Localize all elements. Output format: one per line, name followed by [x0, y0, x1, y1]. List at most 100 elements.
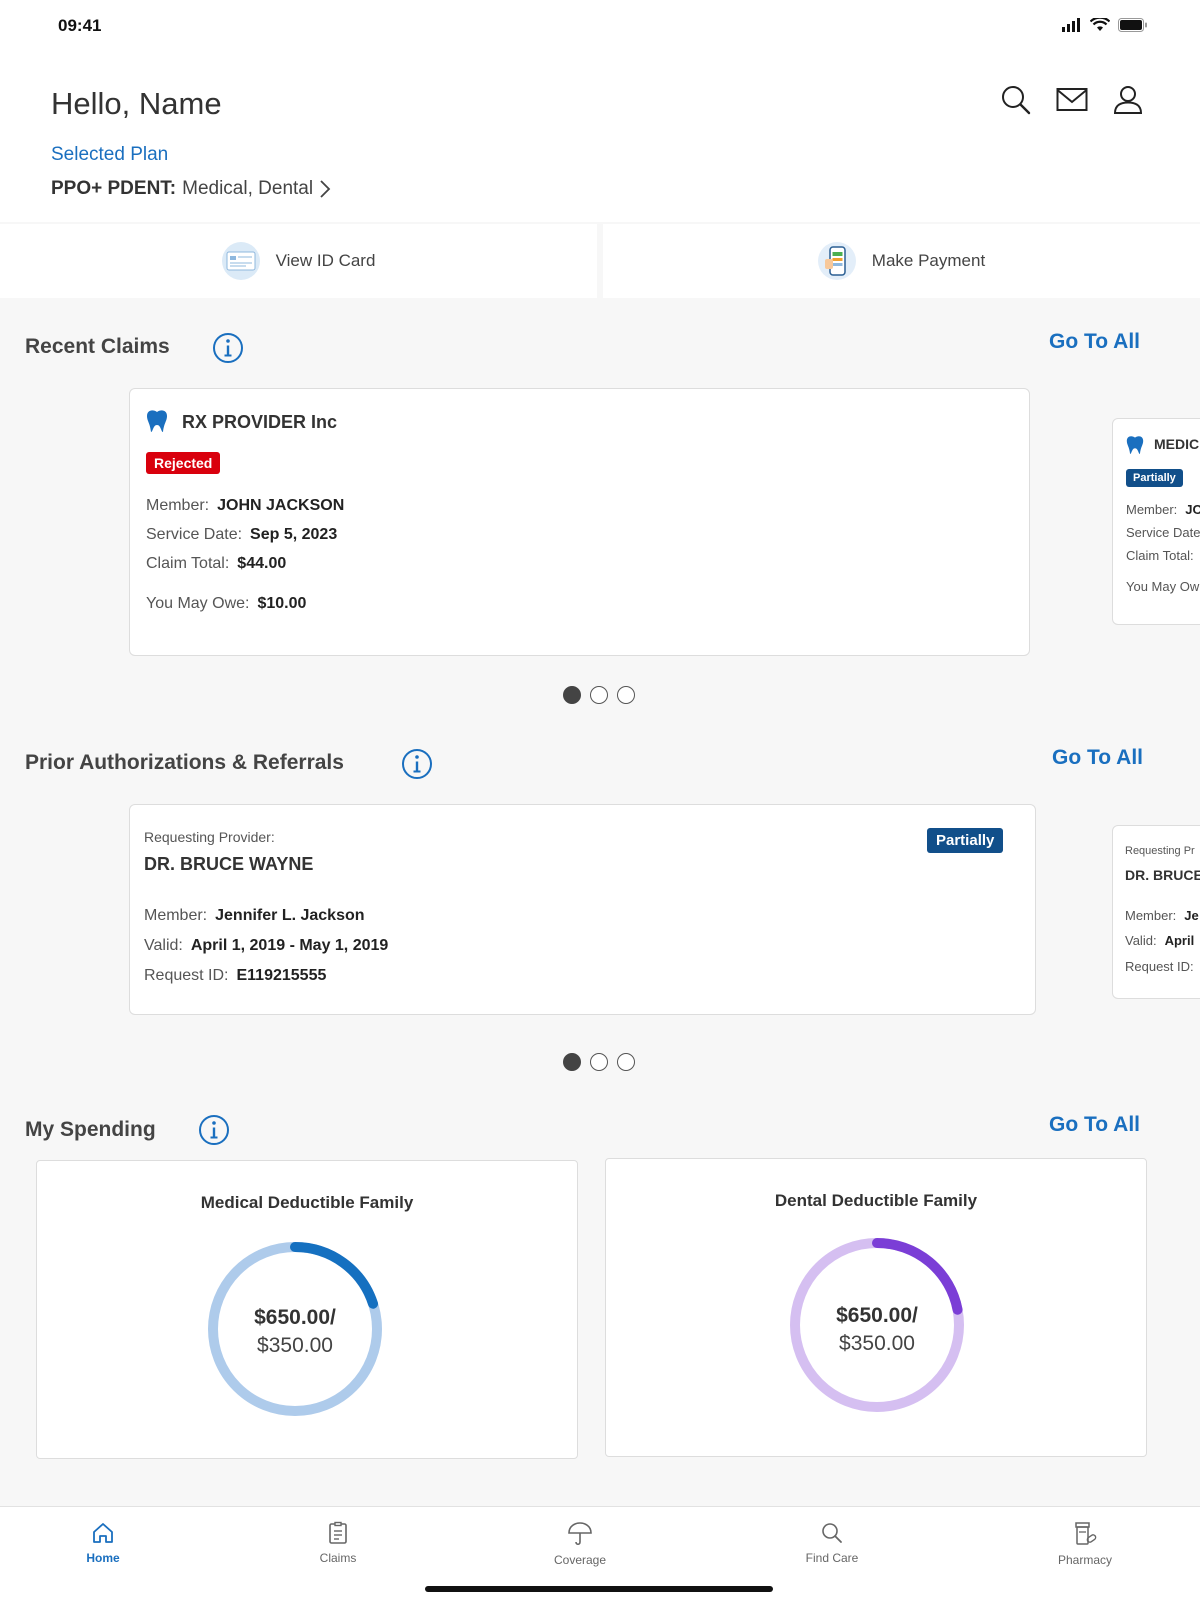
claims-go-to-all-link[interactable]: Go To All — [1049, 330, 1140, 353]
my-spending-info-icon[interactable] — [198, 1114, 230, 1146]
view-id-card-label: View ID Card — [275, 251, 376, 270]
donut-progress — [208, 1242, 382, 1416]
pagination-dot-2[interactable] — [590, 1053, 608, 1071]
tab-pharmacy-label: Pharmacy — [1057, 1553, 1113, 1567]
payment-phone-icon — [817, 242, 856, 280]
mail-icon[interactable] — [1056, 84, 1088, 116]
prior-auth-card[interactable]: Requesting Provider: DR. BRUCE WAYNE Par… — [129, 804, 1036, 1015]
claim-card[interactable]: RX PROVIDER Inc Rejected Member: JOHN JAC… — [129, 388, 1030, 656]
status-badge-partially: Partially — [927, 828, 1004, 853]
peek-req-label: Requesting Pr — [1125, 845, 1195, 857]
header-icons — [1000, 84, 1144, 116]
peek-claim-provider: MEDIC — [1154, 436, 1200, 452]
claim-total-row: Claim Total: $44.00 — [146, 555, 286, 573]
member-label: Member: — [144, 907, 208, 924]
claim-provider: RX PROVIDER Inc — [182, 412, 338, 432]
member-label: Member: — [1126, 502, 1178, 517]
pill-bottle-icon — [1075, 1522, 1097, 1545]
claim-owe-row: You May Owe: $10.00 — [146, 595, 306, 613]
pagination-dot-3[interactable] — [617, 1053, 635, 1071]
dental-total: $350.00 — [839, 1332, 915, 1355]
member-value: JOHN JACKSON — [217, 497, 345, 514]
id-card-icon — [221, 242, 260, 280]
pagination-dot-2[interactable] — [590, 686, 608, 704]
owe-label: You May Owe: — [146, 595, 250, 612]
tab-claims-label: Claims — [319, 1551, 357, 1565]
auth-provider-name: DR. BRUCE WAYNE — [144, 854, 314, 874]
service-date-label: Service Date: — [146, 526, 243, 543]
tab-claims[interactable]: Claims — [278, 1521, 398, 1565]
quick-actions: View ID Card Make Payment — [0, 224, 1200, 298]
prior-auth-title: Prior Authorizations & Referrals — [25, 751, 344, 774]
plan-coverage: Medical, Dental — [182, 178, 314, 199]
peek-request-id-label: Request ID: — [1125, 959, 1194, 974]
search-icon — [822, 1523, 842, 1543]
pagination-dot-1[interactable] — [563, 1053, 581, 1071]
peek-member-row: Member: Je — [1125, 908, 1199, 923]
valid-value: April — [1164, 933, 1195, 948]
peek-valid-row: Valid: April — [1125, 933, 1194, 948]
claim-member-row: Member: JOHN JACKSON — [146, 497, 344, 515]
request-id-label: Request ID: — [144, 967, 229, 984]
status-bar: 09:41 — [0, 0, 1200, 56]
claims-pagination — [563, 686, 635, 704]
header: Hello, Name Selected Plan PPO+ PDENT: Me… — [0, 56, 1200, 222]
pagination-dot-3[interactable] — [617, 686, 635, 704]
member-label: Member: — [146, 497, 210, 514]
auth-go-to-all-link[interactable]: Go To All — [1052, 746, 1143, 769]
prior-auth-card-peek[interactable]: Requesting Pr DR. BRUCE Member: Je Valid:… — [1112, 825, 1200, 999]
tab-find-care[interactable]: Find Care — [772, 1521, 892, 1565]
auth-member-row: Member: Jennifer L. Jackson — [144, 907, 365, 925]
donut-progress — [790, 1238, 964, 1412]
prior-auth-info-icon[interactable] — [401, 748, 433, 780]
battery-icon — [1118, 18, 1147, 32]
dental-donut-text: $650.00/ $350.00 — [777, 1304, 977, 1356]
peek-owe-label: You May Ow — [1126, 579, 1200, 594]
profile-icon[interactable] — [1112, 84, 1144, 116]
tooth-icon — [1126, 436, 1144, 454]
member-value: Jennifer L. Jackson — [215, 907, 365, 924]
tab-pharmacy[interactable]: Pharmacy — [1025, 1521, 1145, 1567]
clipboard-icon — [329, 1521, 347, 1544]
wifi-icon — [1090, 18, 1110, 31]
signal-icon — [1062, 18, 1080, 32]
dental-deductible-card[interactable]: Dental Deductible Family $650.00/ $350.0… — [605, 1158, 1147, 1457]
dental-amount: $650.00/ — [836, 1304, 918, 1327]
auth-valid-row: Valid: April 1, 2019 - May 1, 2019 — [144, 937, 388, 955]
peek-total-label: Claim Total: — [1126, 548, 1194, 563]
owe-value: $10.00 — [257, 595, 307, 612]
tab-home-label: Home — [86, 1551, 120, 1565]
claim-card-peek[interactable]: MEDIC Partially Member: JO Service Date C… — [1112, 418, 1200, 625]
valid-label: Valid: — [1125, 933, 1157, 948]
member-value: JO — [1185, 502, 1200, 517]
medical-amount: $650.00/ — [254, 1306, 336, 1329]
dental-deductible-title: Dental Deductible Family — [774, 1191, 978, 1210]
tab-coverage[interactable]: Coverage — [520, 1521, 640, 1567]
medical-deductible-card[interactable]: Medical Deductible Family $650.00/ $350.… — [36, 1160, 578, 1459]
make-payment-button[interactable]: Make Payment — [603, 224, 1200, 298]
tab-home[interactable]: Home — [43, 1521, 163, 1565]
tab-find-care-label: Find Care — [805, 1551, 859, 1565]
pagination-dot-1[interactable] — [563, 686, 581, 704]
valid-value: April 1, 2019 - May 1, 2019 — [190, 937, 389, 954]
recent-claims-info-icon[interactable] — [212, 332, 244, 364]
dental-deductible-donut — [790, 1238, 964, 1412]
auth-request-id-row: Request ID: E119215555 — [144, 967, 326, 985]
tooth-icon — [147, 410, 167, 432]
greeting: Hello, Name — [51, 86, 222, 121]
spending-go-to-all-link[interactable]: Go To All — [1049, 1113, 1140, 1136]
member-value: Je — [1184, 908, 1199, 923]
claim-date-row: Service Date: Sep 5, 2023 — [146, 526, 337, 544]
status-icons — [1062, 18, 1148, 32]
medical-deductible-donut — [208, 1242, 382, 1416]
peek-date-label: Service Date — [1126, 525, 1200, 540]
medical-deductible-title: Medical Deductible Family — [200, 1193, 414, 1212]
plan-selector[interactable]: PPO+ PDENT: Medical, Dental — [51, 178, 331, 200]
recent-claims-title: Recent Claims — [25, 335, 170, 358]
status-time: 09:41 — [58, 16, 102, 35]
search-icon[interactable] — [1000, 84, 1032, 116]
home-indicator — [425, 1586, 773, 1592]
view-id-card-button[interactable]: View ID Card — [0, 224, 597, 298]
tab-coverage-label: Coverage — [553, 1553, 607, 1567]
peek-provider: DR. BRUCE — [1125, 867, 1200, 883]
